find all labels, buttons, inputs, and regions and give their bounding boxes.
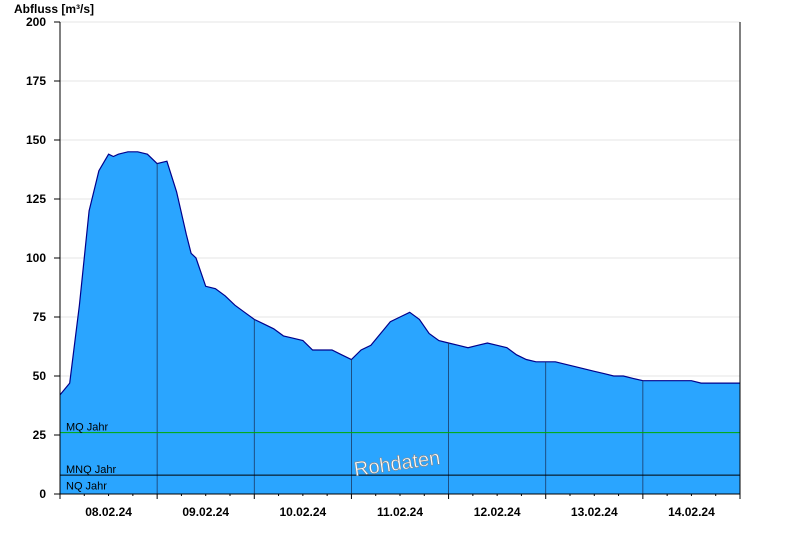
day-separator-layer (156, 163, 644, 494)
y-tick-label-100: 100 (26, 251, 46, 265)
y-tick-label-150: 150 (26, 133, 46, 147)
y-tick-label-0: 0 (39, 487, 46, 501)
x-tick-label-0: 08.02.24 (85, 505, 132, 519)
x-tick-label-3: 11.02.24 (377, 505, 423, 519)
x-tick-label-5: 13.02.24 (571, 505, 618, 519)
x-tick-label-6: 14.02.24 (668, 505, 715, 519)
x-tick-label-2: 10.02.24 (279, 505, 326, 519)
reference-lines-layer: MQ Jahr MNQ Jahr NQ Jahr (60, 422, 740, 493)
axes-layer: 0 25 50 75 100 125 150 175 200 08.02.24 09.02.24 10… (26, 15, 741, 519)
ref-label-1: MNQ Jahr (66, 464, 116, 476)
y-tick-label-175: 175 (26, 74, 46, 88)
discharge-area (60, 151, 740, 495)
y-tick-label-200: 200 (26, 15, 46, 29)
discharge-line (59, 151, 740, 396)
y-tick-label-25: 25 (33, 428, 47, 442)
ref-label-2: NQ Jahr (66, 481, 107, 493)
x-tick-label-1: 09.02.24 (182, 505, 229, 519)
x-tick-label-4: 12.02.24 (474, 505, 521, 519)
y-tick-label-50: 50 (33, 369, 47, 383)
area-layer (59, 151, 740, 495)
y-tick-label-125: 125 (26, 192, 46, 206)
y-axis-title: Abfluss [m³/s] (14, 2, 94, 16)
y-tick-label-75: 75 (33, 310, 47, 324)
ref-label-0: MQ Jahr (66, 422, 109, 434)
